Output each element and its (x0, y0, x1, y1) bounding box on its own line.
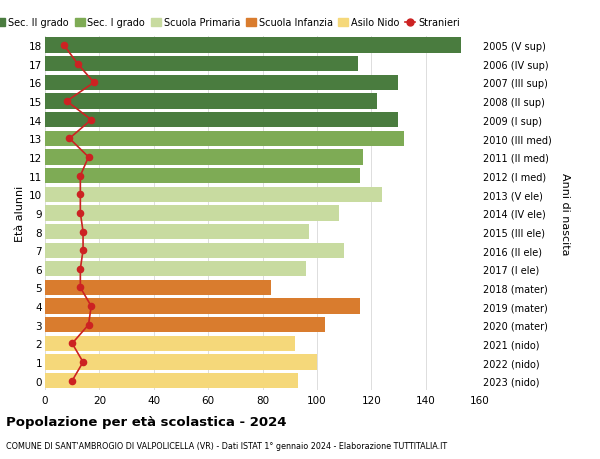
Bar (45, 355, 317, 370)
Bar (45, 168, 361, 184)
Bar (45, 94, 377, 109)
Point (59, 42, 69, 50)
Point (76, 173, 85, 180)
Bar (45, 280, 271, 296)
Text: COMUNE DI SANT'AMBROGIO DI VALPOLICELLA (VR) - Dati ISTAT 1° gennaio 2024 - Elab: COMUNE DI SANT'AMBROGIO DI VALPOLICELLA … (6, 441, 447, 450)
Bar (45, 131, 404, 147)
Bar (45, 299, 361, 314)
Point (65, 135, 74, 143)
Point (67, 377, 77, 385)
Point (76, 284, 85, 291)
Point (84, 154, 94, 161)
Y-axis label: Anni di nascita: Anni di nascita (560, 172, 570, 255)
Point (76, 191, 85, 198)
Point (78, 358, 88, 366)
Bar (45, 336, 295, 351)
Bar (45, 206, 338, 221)
Point (76, 266, 85, 273)
Point (78, 247, 88, 254)
Bar (45, 262, 306, 277)
Point (89, 79, 99, 87)
Point (76, 210, 85, 217)
Point (67, 340, 77, 347)
Bar (45, 243, 344, 258)
Bar (45, 187, 382, 202)
Point (86, 117, 96, 124)
Y-axis label: Età alunni: Età alunni (15, 185, 25, 241)
Bar (45, 373, 298, 388)
Point (84, 321, 94, 329)
Bar (45, 150, 363, 165)
Point (73, 61, 82, 68)
Bar (45, 224, 309, 240)
Point (62, 98, 71, 106)
Bar (45, 39, 461, 54)
Bar (45, 57, 358, 72)
Point (86, 303, 96, 310)
Text: Popolazione per età scolastica - 2024: Popolazione per età scolastica - 2024 (6, 415, 287, 428)
Bar (45, 113, 398, 128)
Point (78, 229, 88, 236)
Bar (45, 76, 398, 91)
Legend: Sec. II grado, Sec. I grado, Scuola Primaria, Scuola Infanzia, Asilo Nido, Stran: Sec. II grado, Sec. I grado, Scuola Prim… (0, 18, 460, 28)
Bar (45, 318, 325, 333)
